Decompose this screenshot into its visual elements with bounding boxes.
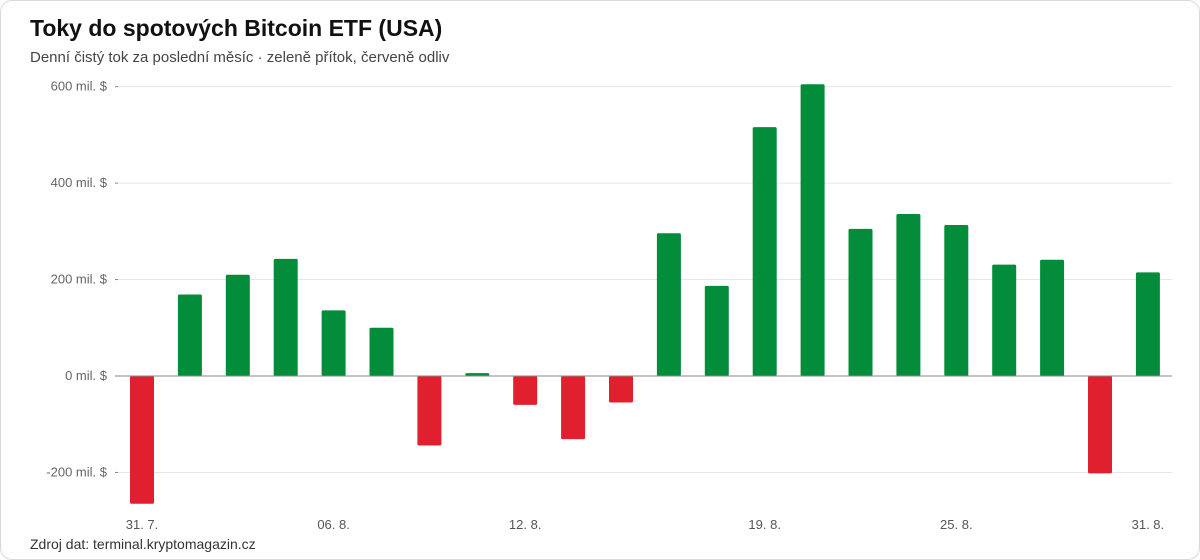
y-tick-label: 0 mil. $	[65, 368, 108, 383]
inflow-bar	[896, 213, 921, 376]
outflow-bar	[130, 376, 154, 504]
x-tick-label: 25. 8.	[940, 517, 973, 532]
data-source-note: Zdroj dat: terminal.kryptomagazin.cz	[30, 536, 256, 552]
x-axis-ticks: 31. 7. 06. 8. 12. 8. 19. 8. 25. 8. 31. 8.	[126, 517, 1164, 532]
inflow-bar	[321, 310, 346, 376]
inflow-bar	[848, 228, 873, 376]
inflow-bar	[800, 84, 825, 377]
y-axis-ticks: 600 mil. $ 400 mil. $ 200 mil. $ 0 mil. $ -2…	[46, 79, 107, 480]
inflow-bar	[704, 285, 729, 376]
outflow-bar	[561, 376, 586, 440]
zero-axis	[115, 86, 1172, 473]
x-tick-label: 06. 8.	[317, 517, 350, 532]
bars	[130, 84, 1160, 504]
x-tick-label: 12. 8.	[509, 517, 542, 532]
x-tick-label: 31. 7.	[126, 517, 159, 532]
outflow-bar	[609, 376, 633, 403]
inflow-bar	[944, 225, 969, 376]
chart-subtitle: Denní čistý tok za poslední měsíc · zele…	[30, 49, 450, 66]
outflow-bar	[1088, 376, 1112, 474]
y-tick-label: 400 mil. $	[51, 175, 108, 190]
x-tick-label: 31. 8.	[1132, 517, 1165, 532]
y-tick-label: -200 mil. $	[46, 464, 107, 479]
inflow-bar	[1040, 259, 1065, 376]
chart-title: Toky do spotových Bitcoin ETF (USA)	[30, 15, 443, 41]
inflow-bar	[656, 233, 681, 376]
inflow-bar	[1135, 272, 1160, 376]
y-tick-label: 600 mil. $	[51, 79, 108, 94]
outflow-bar	[513, 376, 538, 405]
inflow-bar	[273, 258, 298, 376]
x-tick-label: 19. 8.	[748, 517, 781, 532]
outflow-bar	[417, 376, 442, 446]
inflow-bar	[369, 327, 394, 376]
y-tick-label: 200 mil. $	[51, 272, 108, 287]
inflow-bar	[177, 294, 202, 376]
inflow-bar	[465, 373, 490, 376]
inflow-bar	[225, 274, 250, 376]
inflow-bar	[752, 127, 777, 376]
inflow-bar	[992, 264, 1017, 376]
